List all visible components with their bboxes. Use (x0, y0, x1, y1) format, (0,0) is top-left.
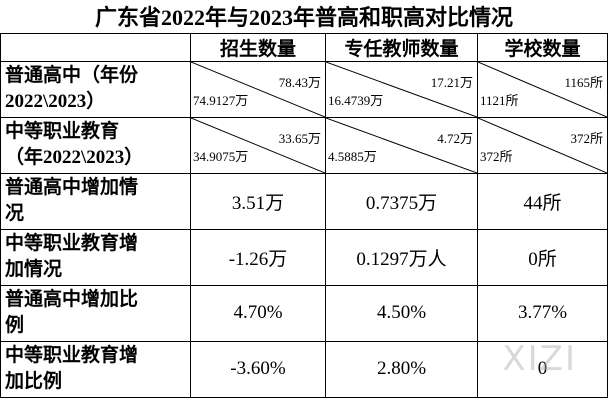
row-label-line: 中等职业教育增 (5, 345, 139, 366)
value-cell: 4.70% (190, 284, 326, 342)
row-label-line: （年2022\2023） (5, 147, 144, 168)
value-2023: 17.21万 (430, 74, 473, 90)
row-label-line: 况 (5, 203, 25, 224)
row-label: 中等职业教育 （年2022\2023） (0, 116, 191, 174)
row-label-line: 普通高中增加比 (5, 289, 139, 310)
diagonal-cell: 78.43万 74.9127万 (190, 60, 326, 118)
column-header: 学校数量 (477, 32, 608, 62)
value-2023: 78.43万 (278, 74, 321, 90)
diagonal-line (326, 118, 477, 173)
value-cell: 3.77% (477, 284, 608, 342)
row-label-line: 普通高中增加情 (5, 177, 139, 198)
row-label-line: 加情况 (5, 259, 63, 280)
value-2022: 4.5885万 (328, 148, 377, 164)
value-2022: 16.4739万 (328, 92, 384, 108)
comparison-table: 广东省2022年与2023年普高和职高对比情况 招生数量 专任教师数量 学校数量 普通… (0, 0, 608, 398)
value-2023: 372所 (570, 130, 603, 146)
diagonal-line (191, 62, 325, 117)
row-label-line: 2022\2023） (5, 91, 106, 112)
diagonal-cell: 4.72万 4.5885万 (325, 116, 478, 174)
row-label-line: 中等职业教育 (5, 121, 120, 142)
row-label: 中等职业教育增 加比例 (0, 340, 191, 398)
table-row: 中等职业教育增 加比例 -3.60% 2.80% 0 (0, 340, 608, 398)
table-row: 普通高中增加比例 4.70% 4.50% 3.77% (0, 284, 608, 342)
value-cell: 0所 (477, 228, 608, 286)
diagonal-line (326, 62, 477, 117)
diagonal-cell: 17.21万 16.4739万 (325, 60, 478, 118)
diagonal-cell: 33.65万 34.9075万 (190, 116, 326, 174)
table-row: 中等职业教育 （年2022\2023） 33.65万 34.9075万 4.72万 4.5… (0, 116, 608, 174)
value-cell: 0 (477, 340, 608, 398)
diagonal-line (191, 118, 325, 173)
watermark: XIZI (502, 339, 577, 379)
column-header: 专任教师数量 (325, 32, 478, 62)
row-label-line: 例 (5, 315, 25, 336)
value-cell: 2.80% (325, 340, 478, 398)
row-label: 普通高中增加情况 (0, 172, 191, 230)
row-label-line: 普通高中（年份 (5, 65, 139, 86)
table-row: 中等职业教育增 加情况 -1.26万 0.1297万人 0所 (0, 228, 608, 286)
value-cell: -3.60% (190, 340, 326, 398)
value-cell: -1.26万 (190, 228, 326, 286)
value-cell: 4.50% (325, 284, 478, 342)
table-row: 普通高中（年份 2022\2023） 78.43万 74.9127万 17.21万 16.… (0, 60, 608, 118)
value-cell: 3.51万 (190, 172, 326, 230)
row-label: 普通高中增加比例 (0, 284, 191, 342)
value-2022: 74.9127万 (193, 92, 249, 108)
value-2023: 33.65万 (278, 130, 321, 146)
table-title: 广东省2022年与2023年普高和职高对比情况 (0, 0, 608, 34)
value-cell: 0.7375万 (325, 172, 478, 230)
value-2022: 372所 (480, 148, 513, 164)
value-cell: 44所 (477, 172, 608, 230)
row-label-line: 中等职业教育增 (5, 233, 139, 254)
corner-cell (0, 32, 191, 62)
row-label-line: 加比例 (5, 371, 63, 392)
value-cell: 0.1297万人 (325, 228, 478, 286)
diagonal-cell: 372所 372所 (477, 116, 608, 174)
value-2023: 1165所 (564, 74, 603, 90)
value-2023: 4.72万 (437, 130, 473, 146)
value-2022: 1121所 (480, 92, 519, 108)
row-label: 普通高中（年份 2022\2023） (0, 60, 191, 118)
diagonal-line (478, 118, 607, 173)
row-label: 中等职业教育增 加情况 (0, 228, 191, 286)
column-header: 招生数量 (190, 32, 326, 62)
diagonal-line (478, 62, 607, 117)
header-row: 招生数量 专任教师数量 学校数量 (0, 32, 608, 62)
table-row: 普通高中增加情况 3.51万 0.7375万 44所 (0, 172, 608, 230)
value-2022: 34.9075万 (193, 148, 249, 164)
diagonal-cell: 1165所 1121所 (477, 60, 608, 118)
